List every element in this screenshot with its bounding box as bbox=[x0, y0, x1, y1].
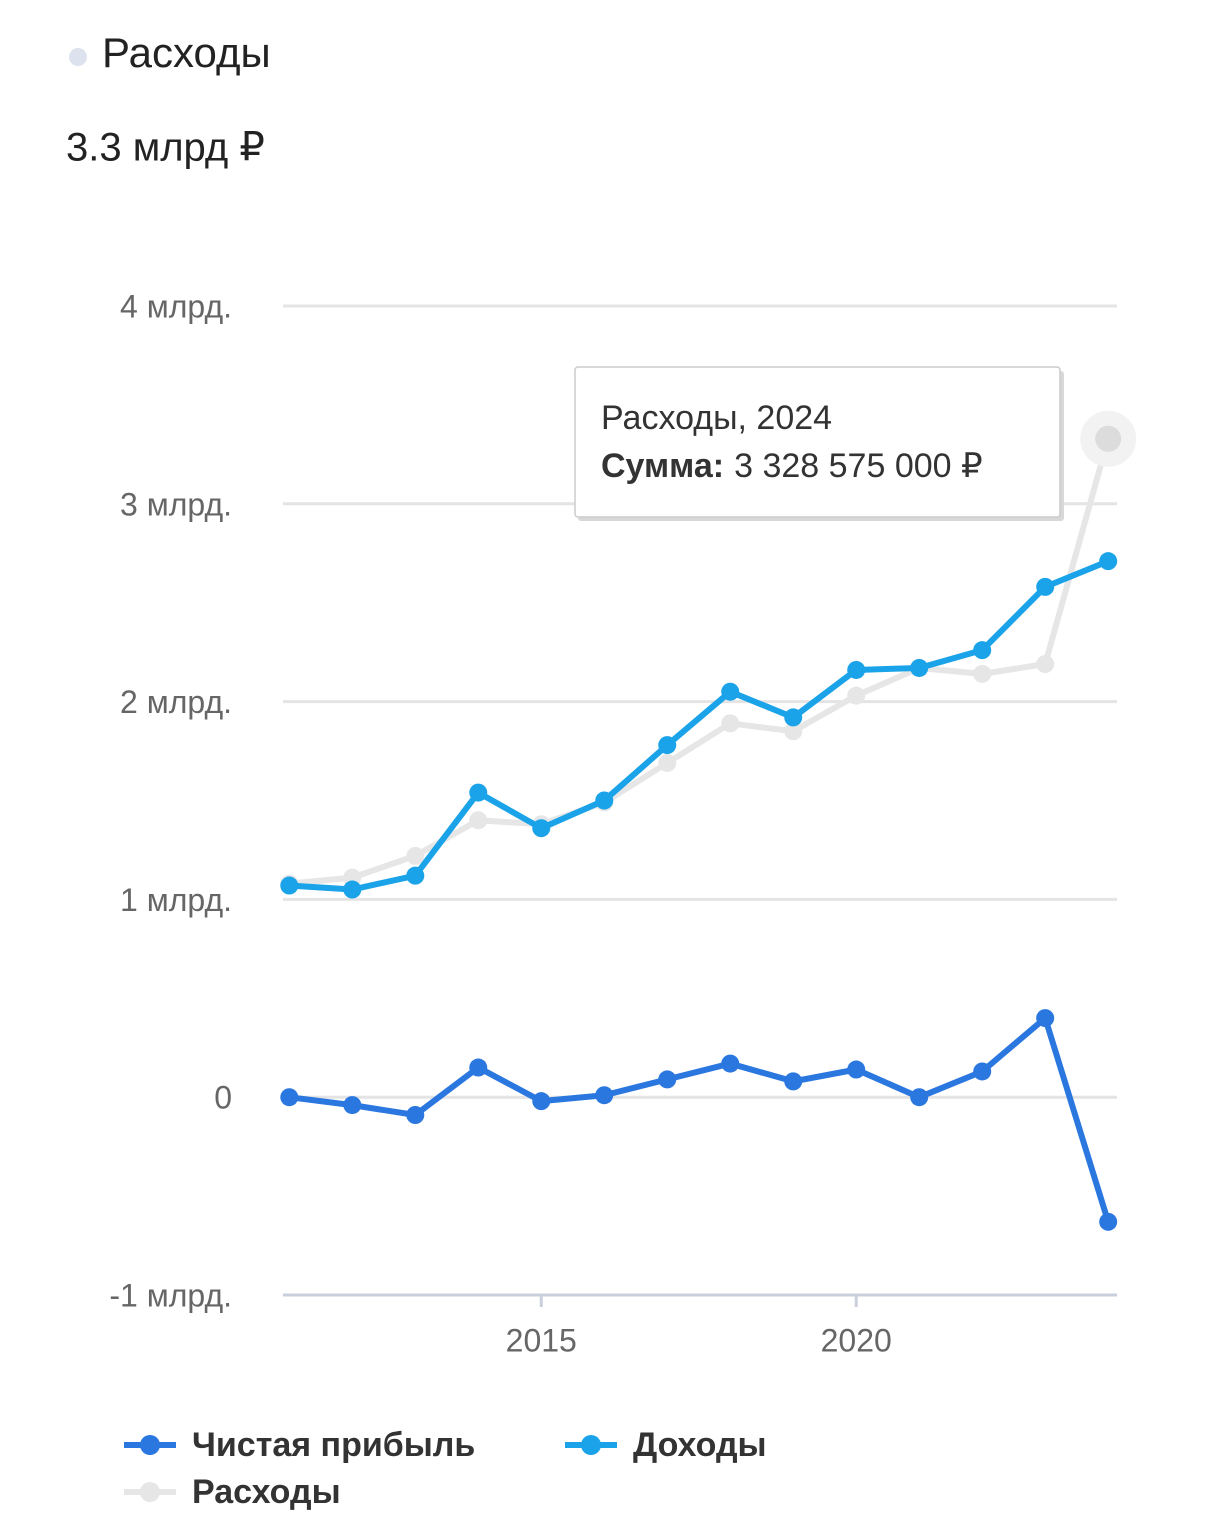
data-point bbox=[658, 753, 677, 772]
legend-label: Расходы bbox=[192, 1473, 341, 1511]
data-point bbox=[784, 722, 803, 741]
data-point bbox=[1036, 655, 1055, 674]
header-value: 3.3 млрд ₽ bbox=[66, 126, 265, 170]
data-point bbox=[721, 682, 740, 701]
y-tick-label: 2 млрд. bbox=[120, 684, 232, 720]
y-tick-label: 3 млрд. bbox=[120, 486, 232, 522]
legend-dot bbox=[581, 1435, 601, 1455]
tooltip-box bbox=[574, 366, 1061, 518]
data-point bbox=[658, 1070, 677, 1089]
header-dot bbox=[69, 48, 87, 66]
data-point bbox=[973, 641, 992, 660]
data-point bbox=[658, 736, 677, 755]
tooltip-value: Сумма: 3 328 575 000 ₽ bbox=[601, 447, 983, 485]
y-tick-label: 4 млрд. bbox=[120, 288, 232, 324]
data-point bbox=[973, 664, 992, 683]
data-point bbox=[910, 1088, 929, 1107]
tooltip-label: Сумма: bbox=[601, 447, 724, 485]
data-point bbox=[784, 708, 803, 727]
data-point bbox=[847, 1060, 866, 1079]
series-line bbox=[288, 1015, 1112, 1223]
data-point bbox=[1095, 425, 1122, 452]
data-point bbox=[847, 660, 866, 679]
data-point bbox=[280, 876, 299, 895]
header-title: Расходы bbox=[102, 29, 271, 76]
data-point bbox=[595, 791, 614, 810]
tooltip-title: Расходы, 2024 bbox=[601, 399, 832, 437]
data-point bbox=[469, 1058, 488, 1077]
data-point bbox=[469, 783, 488, 802]
series-line bbox=[289, 437, 1112, 887]
data-point bbox=[910, 658, 929, 677]
legend-label: Чистая прибыль bbox=[192, 1426, 475, 1464]
data-point bbox=[343, 1096, 362, 1115]
tooltip: Расходы, 2024 Сумма: 3 328 575 000 ₽ bbox=[574, 366, 1064, 521]
data-point bbox=[532, 1092, 551, 1111]
data-point bbox=[280, 1088, 299, 1107]
data-point bbox=[1099, 1212, 1118, 1231]
legend-dot bbox=[140, 1482, 160, 1502]
data-point bbox=[847, 686, 866, 705]
data-point bbox=[595, 1086, 614, 1105]
data-point bbox=[973, 1062, 992, 1081]
data-point bbox=[1036, 1009, 1055, 1028]
data-point bbox=[406, 846, 425, 865]
x-tick-label: 2020 bbox=[821, 1322, 892, 1358]
legend-dot bbox=[140, 1435, 160, 1455]
x-tick-label: 2015 bbox=[506, 1322, 577, 1358]
tooltip-amount: 3 328 575 000 ₽ bbox=[734, 447, 983, 485]
y-tick-label: 1 млрд. bbox=[120, 882, 232, 918]
data-point bbox=[469, 811, 488, 830]
data-point bbox=[1099, 552, 1118, 571]
data-point bbox=[721, 714, 740, 733]
legend-label: Доходы bbox=[633, 1426, 767, 1464]
y-tick-label: 0 bbox=[214, 1080, 232, 1116]
data-point bbox=[532, 819, 551, 838]
data-point bbox=[1036, 577, 1055, 596]
series-line bbox=[289, 558, 1110, 893]
data-point bbox=[721, 1054, 740, 1073]
y-tick-label: -1 млрд. bbox=[109, 1277, 232, 1313]
data-point bbox=[406, 866, 425, 885]
data-point bbox=[343, 880, 362, 899]
data-point bbox=[784, 1072, 803, 1091]
data-point bbox=[406, 1106, 425, 1125]
